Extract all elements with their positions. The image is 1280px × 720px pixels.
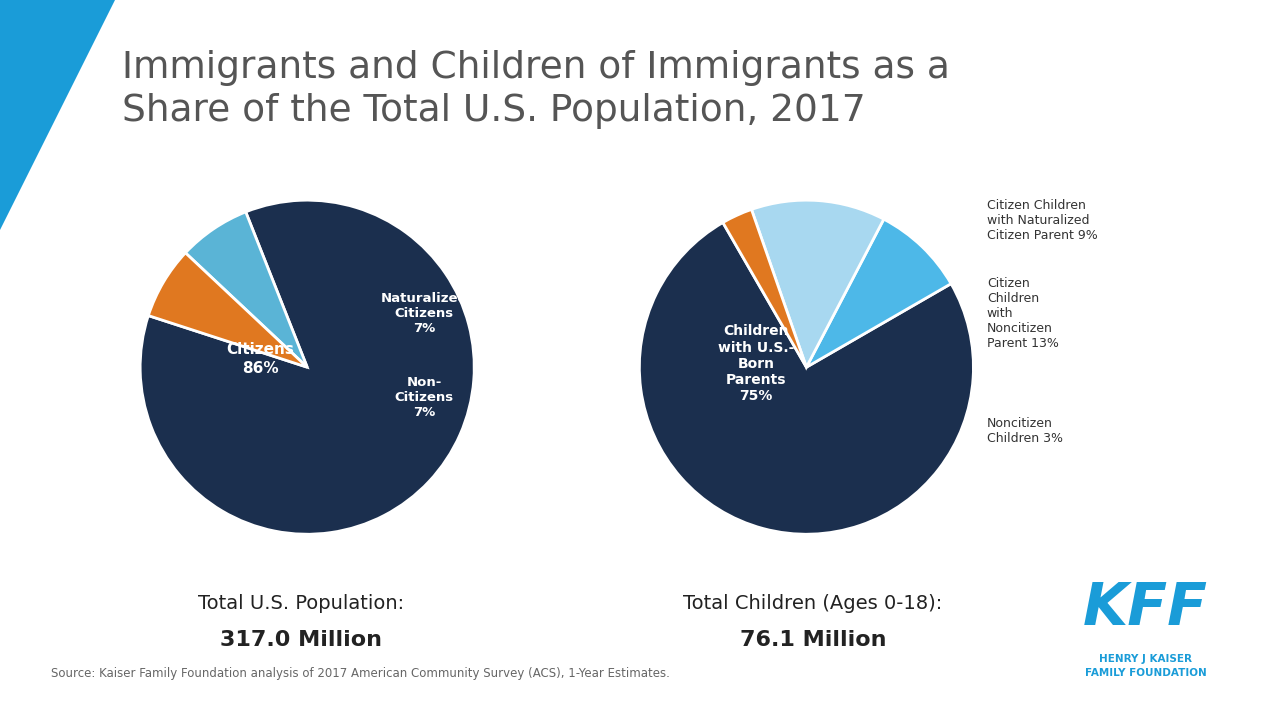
Wedge shape [751, 200, 883, 367]
Text: Naturalized
Citizens
7%: Naturalized Citizens 7% [380, 292, 467, 336]
Text: Total Children (Ages 0-18):: Total Children (Ages 0-18): [684, 594, 942, 613]
Text: KFF: KFF [1083, 580, 1208, 637]
Text: Children
with U.S.-
Born
Parents
75%: Children with U.S.- Born Parents 75% [718, 325, 795, 403]
Text: Citizens
86%: Citizens 86% [227, 342, 294, 376]
Text: 317.0 Million: 317.0 Million [220, 630, 381, 650]
Wedge shape [640, 222, 973, 534]
Wedge shape [723, 210, 806, 367]
Wedge shape [141, 200, 474, 534]
Wedge shape [148, 253, 307, 367]
Text: Immigrants and Children of Immigrants as a
Share of the Total U.S. Population, 2: Immigrants and Children of Immigrants as… [122, 50, 950, 130]
Text: Non-
Citizens
7%: Non- Citizens 7% [394, 376, 453, 419]
Wedge shape [806, 219, 951, 367]
Text: Citizen Children
with Naturalized
Citizen Parent 9%: Citizen Children with Naturalized Citize… [987, 199, 1097, 242]
Wedge shape [186, 212, 307, 367]
Text: Noncitizen
Children 3%: Noncitizen Children 3% [987, 417, 1062, 445]
Text: HENRY J KAISER
FAMILY FOUNDATION: HENRY J KAISER FAMILY FOUNDATION [1084, 654, 1207, 678]
Text: Source: Kaiser Family Foundation analysis of 2017 American Community Survey (ACS: Source: Kaiser Family Foundation analysi… [51, 667, 669, 680]
Text: 76.1 Million: 76.1 Million [740, 630, 886, 650]
Polygon shape [0, 0, 115, 230]
Text: Citizen
Children
with
Noncitizen
Parent 13%: Citizen Children with Noncitizen Parent … [987, 277, 1059, 350]
Text: Total U.S. Population:: Total U.S. Population: [197, 594, 404, 613]
